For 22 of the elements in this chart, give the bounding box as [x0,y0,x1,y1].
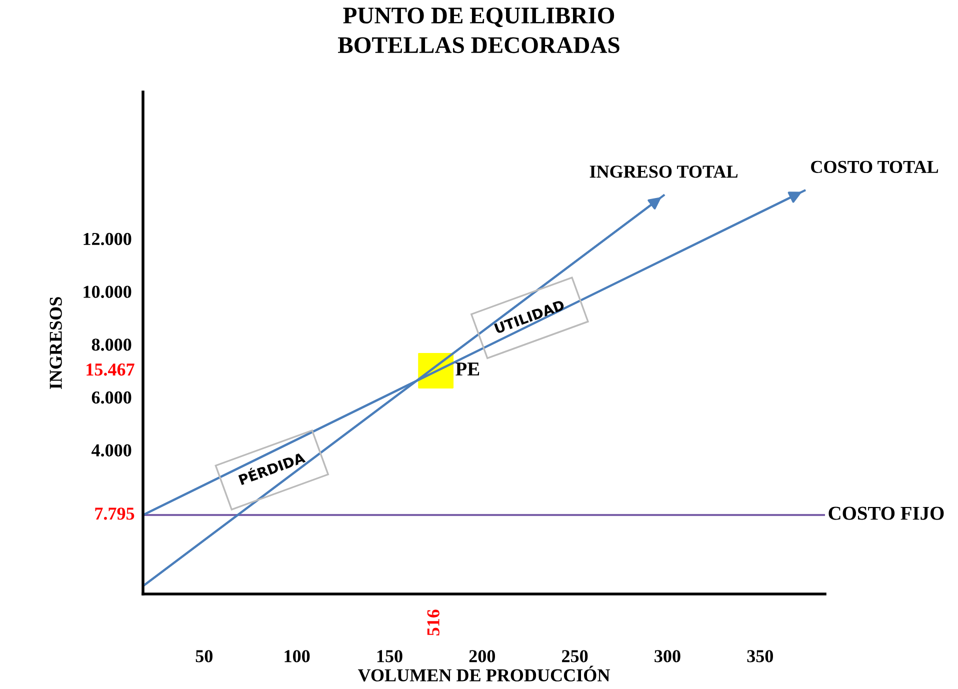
series-label: COSTO TOTAL [811,160,938,173]
text: 15.467 [86,364,134,376]
x-tick-label: 50 [196,650,212,662]
y-tick-label: 4.000 [92,444,132,457]
text: 516 [427,610,440,636]
x-tick-label: 350 [747,650,773,662]
x-tick-label: 300 [654,650,680,662]
y-tick-label: 6.000 [92,391,132,404]
series-label: PE [456,362,480,376]
y-tick-label: 12.000 [84,232,132,246]
y-tick-label: 8.000 [92,338,132,351]
x-tick-label: 250 [562,650,588,662]
y-tick-label: 10.000 [84,286,132,298]
series-label: INGRESO TOTAL [590,166,738,178]
x-tick-label: 200 [469,650,495,662]
x-tick-label: 150 [377,650,402,662]
x-tick-label: 100 [284,650,310,662]
y-axis-title: INGRESOS [50,297,62,390]
ref-line-label: COSTO FIJO [828,506,944,520]
chart-title: PUNTO DE EQUILIBRIO BOTELLAS DECORADAS [338,8,620,54]
text: 7.795 [95,508,134,520]
x-axis-title: VOLUMEN DE PRODUCCIÓN [358,666,610,682]
